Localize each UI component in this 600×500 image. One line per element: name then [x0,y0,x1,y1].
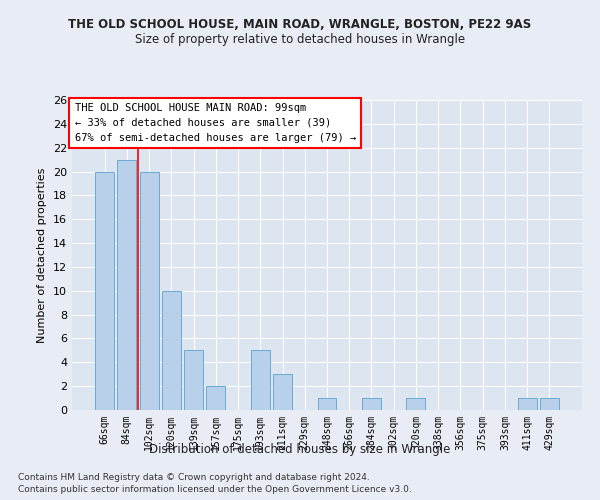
Text: Size of property relative to detached houses in Wrangle: Size of property relative to detached ho… [135,32,465,46]
Bar [518,398,536,410]
Bar [118,160,136,410]
Bar [162,291,181,410]
Text: THE OLD SCHOOL HOUSE, MAIN ROAD, WRANGLE, BOSTON, PE22 9AS: THE OLD SCHOOL HOUSE, MAIN ROAD, WRANGLE… [68,18,532,30]
Text: Contains public sector information licensed under the Open Government Licence v3: Contains public sector information licen… [18,485,412,494]
Bar [406,398,425,410]
Bar [540,398,559,410]
Bar [140,172,158,410]
Text: Distribution of detached houses by size in Wrangle: Distribution of detached houses by size … [149,442,451,456]
Bar [251,350,270,410]
Bar [273,374,292,410]
Bar [184,350,203,410]
Text: Contains HM Land Registry data © Crown copyright and database right 2024.: Contains HM Land Registry data © Crown c… [18,472,370,482]
Y-axis label: Number of detached properties: Number of detached properties [37,168,47,342]
Bar [206,386,225,410]
Bar [317,398,337,410]
Text: THE OLD SCHOOL HOUSE MAIN ROAD: 99sqm
← 33% of detached houses are smaller (39)
: THE OLD SCHOOL HOUSE MAIN ROAD: 99sqm ← … [74,103,356,142]
Bar [95,172,114,410]
Bar [362,398,381,410]
